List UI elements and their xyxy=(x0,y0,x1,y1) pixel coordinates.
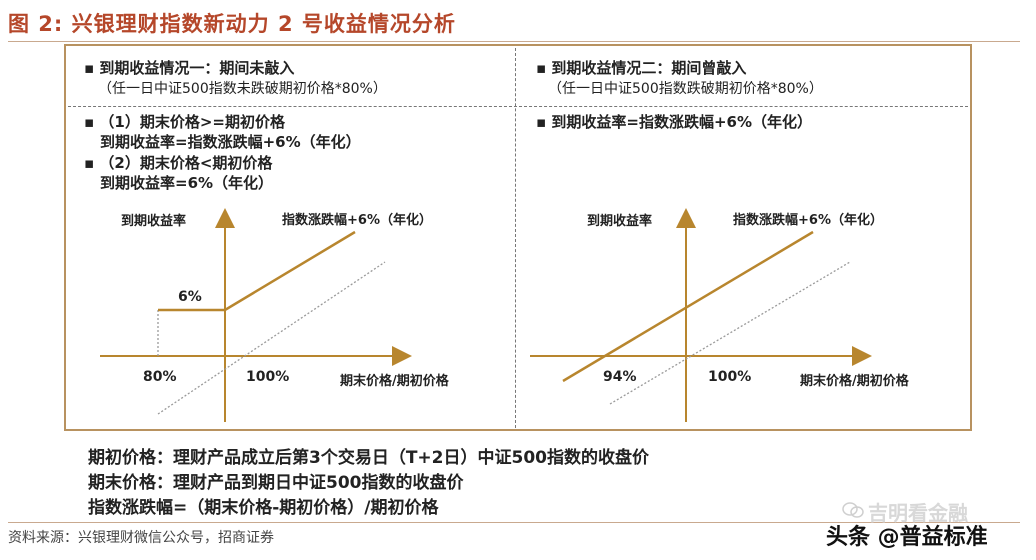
right-y-label: 到期收益率 xyxy=(587,213,652,229)
diagram-panel xyxy=(64,44,972,431)
watermark-source: 头条 @普益标准 xyxy=(826,525,988,550)
right-heading-sub: （任一日中证500指数跌破期初价格*80%） xyxy=(548,81,823,97)
left-diagram: 到期收益率 指数涨跌幅+6%（年化） 6% 80% 100% 期末价格/期初价格 xyxy=(100,208,450,422)
left-y-label: 到期收益率 xyxy=(121,213,186,229)
right-tick-100: 100% xyxy=(708,369,751,385)
right-x-label: 期末价格/期初价格 xyxy=(800,373,910,389)
bottom-divider xyxy=(8,522,1020,523)
bullet-icon: ▪ xyxy=(536,59,552,77)
left-line-label: 指数涨跌幅+6%（年化） xyxy=(282,212,432,228)
left-tick-80: 80% xyxy=(143,369,177,385)
left-case1-line2: 到期收益率=指数涨跌幅+6%（年化） xyxy=(100,133,361,151)
left-heading: 到期收益情况一：期间未敲入 xyxy=(99,59,295,77)
right-tick-94: 94% xyxy=(603,369,637,385)
bullet-icon: ▪ xyxy=(84,59,100,77)
left-tick-100: 100% xyxy=(246,369,289,385)
bullet-icon: ▪ xyxy=(536,113,552,131)
figure-title: 图 2: 兴银理财指数新动力 2 号收益情况分析 xyxy=(8,12,456,36)
right-heading-row: ▪ 到期收益情况二：期间曾敲入 xyxy=(536,58,746,78)
right-diagram: 到期收益率 指数涨跌幅+6%（年化） 94% 100% 期末价格/期初价格 xyxy=(530,208,910,422)
left-case2-line1: （2）期末价格<期初价格 xyxy=(99,154,273,172)
left-heading-sub: （任一日中证500指数未跌破期初价格*80%） xyxy=(98,81,387,97)
right-heading: 到期收益情况二：期间曾敲入 xyxy=(551,59,747,77)
left-case2-line2: 到期收益率=6%（年化） xyxy=(100,174,274,192)
right-line-label: 指数涨跌幅+6%（年化） xyxy=(733,212,883,228)
left-case1-line1: （1）期末价格>=期初价格 xyxy=(99,113,285,131)
left-level-label: 6% xyxy=(178,289,202,305)
left-case1-row: ▪ （1）期末价格>=期初价格 xyxy=(84,112,285,132)
left-heading-row: ▪ 到期收益情况一：期间未敲入 xyxy=(84,58,294,78)
right-formula: 到期收益率=指数涨跌幅+6%（年化） xyxy=(551,113,812,131)
left-case2-row: ▪ （2）期末价格<期初价格 xyxy=(84,153,272,173)
vertical-divider xyxy=(515,48,516,428)
note-final-price: 期末价格：理财产品到期日中证500指数的收盘价 xyxy=(88,473,464,493)
left-reference-line xyxy=(157,261,386,415)
wechat-icon xyxy=(842,502,864,518)
watermark-account: 吉明看金融 xyxy=(868,501,968,525)
bullet-icon: ▪ xyxy=(84,113,100,131)
note-initial-price: 期初价格：理财产品成立后第3个交易日（T+2日）中证500指数的收盘价 xyxy=(88,448,649,468)
source-note: 资料来源：兴银理财微信公众号，招商证券 xyxy=(8,530,274,546)
right-payoff-line xyxy=(562,230,814,383)
horizontal-divider xyxy=(68,106,968,107)
left-payoff-line xyxy=(158,230,356,312)
right-formula-row: ▪ 到期收益率=指数涨跌幅+6%（年化） xyxy=(536,112,812,132)
right-reference-line xyxy=(609,261,851,405)
title-divider xyxy=(8,41,1020,42)
note-index-change: 指数涨跌幅=（期末价格-期初价格）/期初价格 xyxy=(88,498,439,518)
bullet-icon: ▪ xyxy=(84,154,100,172)
left-x-label: 期末价格/期初价格 xyxy=(340,373,450,389)
